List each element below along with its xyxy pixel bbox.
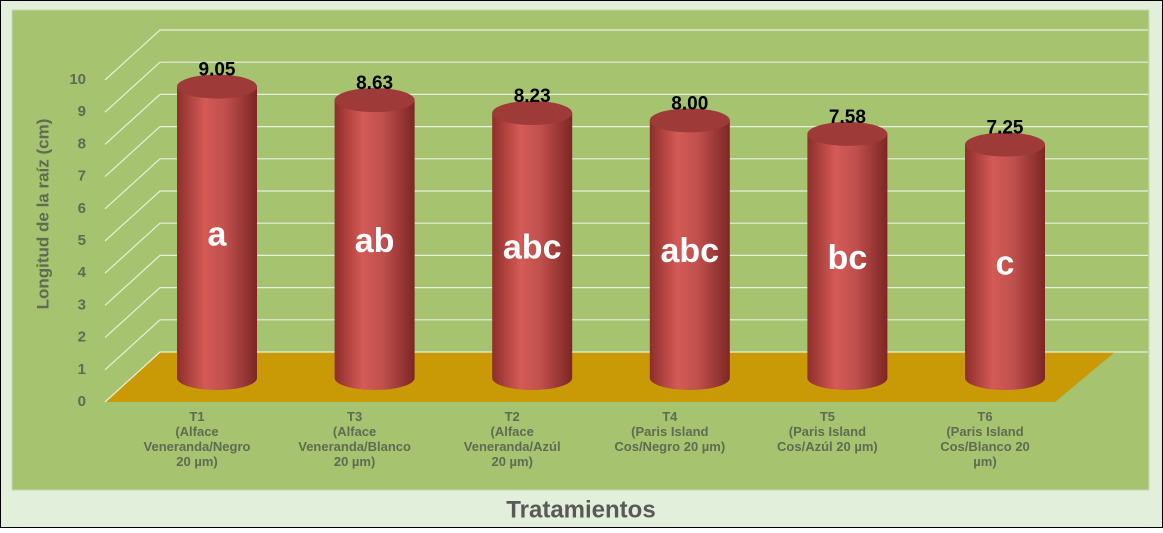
value-label: 7.25 (987, 118, 1024, 139)
value-label: 8.00 (671, 93, 708, 114)
bar-top (492, 100, 573, 125)
x-tick-label: T3 (Alface Veneranda/Blanco 20 µm) (298, 409, 411, 469)
bar (334, 100, 415, 390)
y-axis-label: Longitud de la raíz (cm) (33, 119, 52, 310)
x-tick-label: T2 (Alface Veneranda/Azúl 20 µm) (464, 409, 561, 469)
x-tick-label: T1 (Alface Veneranda/Negro 20 µm) (144, 409, 251, 469)
x-tick-label: T4 (Paris Island Cos/Negro 20 µm) (614, 409, 725, 454)
y-tick-label: 3 (78, 296, 86, 313)
y-tick-label: 8 (78, 135, 86, 152)
bar (807, 133, 888, 390)
value-label: 8.63 (356, 73, 393, 94)
y-tick-label: 2 (78, 329, 86, 346)
y-tick-label: 9 (78, 103, 86, 120)
group-letter: abc (503, 228, 562, 266)
bar-top (965, 132, 1045, 157)
y-tick-label: 0 (78, 393, 86, 410)
grid-line (104, 93, 1148, 145)
grid-line (104, 29, 1148, 81)
bar (965, 144, 1045, 390)
bar-top (177, 74, 257, 99)
value-label: 8.23 (514, 86, 551, 107)
group-letter: a (208, 215, 228, 253)
y-tick-label: 7 (78, 168, 86, 185)
value-label: 9.05 (199, 60, 236, 81)
bar (649, 120, 730, 391)
y-tick-label: 10 (69, 71, 86, 88)
x-tick-label: T6 (Paris Island Cos/Blanco 20 µm) (940, 409, 1030, 469)
group-letter: c (996, 244, 1015, 282)
y-tick-label: 6 (78, 200, 86, 217)
y-tick-label: 4 (78, 264, 87, 281)
x-tick-label: T5 (Paris Island Cos/Azúl 20 µm) (777, 409, 878, 454)
grid-line (104, 61, 1148, 113)
bar-top (334, 88, 415, 113)
bar (492, 112, 573, 390)
group-letter: bc (828, 239, 868, 277)
bar-top (807, 121, 888, 146)
y-tick-label: 1 (78, 361, 86, 378)
group-letter: abc (661, 232, 720, 270)
y-tick-label: 5 (78, 232, 86, 249)
group-letter: ab (355, 222, 395, 260)
bar-top (649, 108, 730, 133)
value-label: 7.58 (829, 107, 866, 128)
x-axis-label: Tratamientos (506, 496, 655, 523)
bar (177, 86, 257, 390)
